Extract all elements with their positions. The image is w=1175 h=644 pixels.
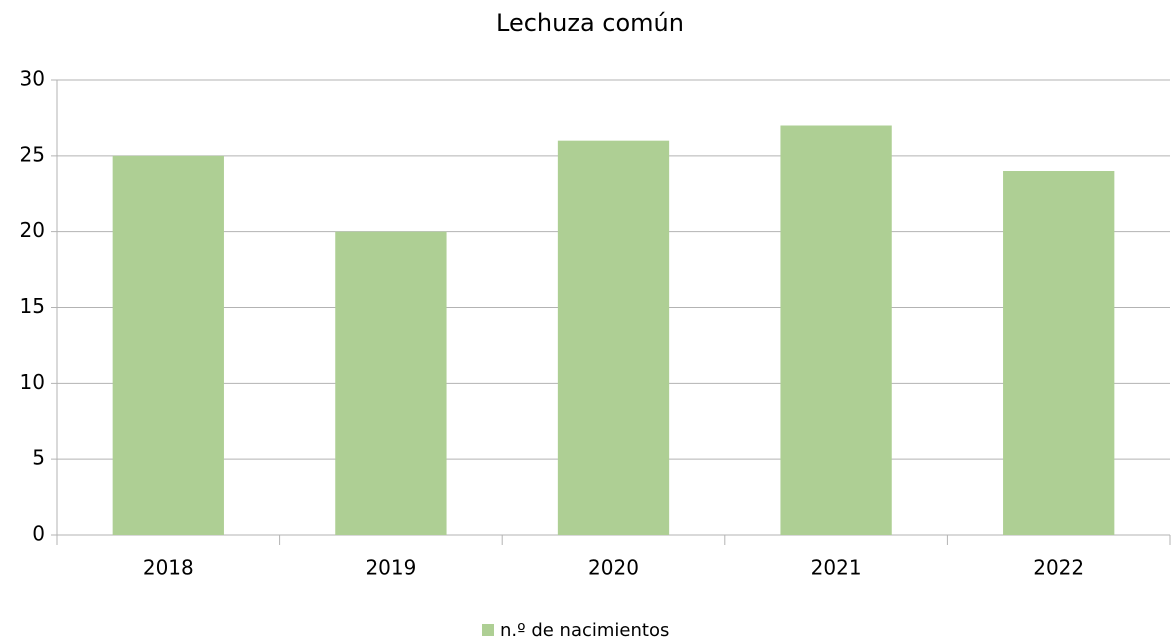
- x-tick-label: 2019: [365, 556, 416, 580]
- bar: [335, 231, 447, 535]
- legend-swatch: [482, 624, 494, 636]
- y-tick-label: 15: [20, 294, 45, 318]
- y-tick-label: 20: [20, 218, 45, 242]
- bar: [1003, 171, 1115, 535]
- x-tick-label: 2022: [1033, 556, 1084, 580]
- y-tick-label: 10: [20, 370, 45, 394]
- bar: [780, 125, 892, 535]
- x-tick-label: 2020: [588, 556, 639, 580]
- bar: [557, 140, 670, 535]
- bar: [112, 155, 224, 536]
- y-tick-label: 25: [20, 142, 45, 166]
- y-tick-label: 30: [20, 67, 45, 91]
- x-tick-label: 2021: [811, 556, 862, 580]
- y-tick-label: 5: [32, 446, 45, 470]
- legend-label: n.º de nacimientos: [500, 620, 669, 641]
- chart-title: Lechuza común: [496, 9, 684, 37]
- x-tick-label: 2018: [143, 556, 194, 580]
- y-tick-label: 0: [32, 522, 45, 546]
